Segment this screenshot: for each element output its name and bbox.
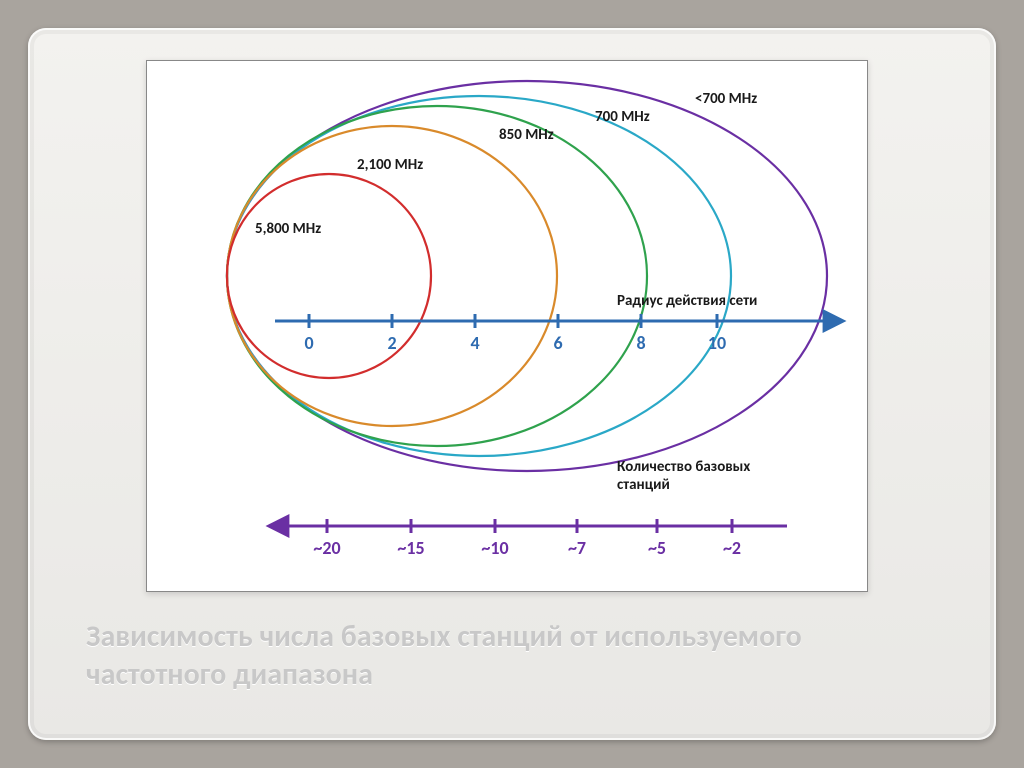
- radius-axis-label: Радиус действия сети: [617, 292, 757, 310]
- stations-axis-label: Количество базовыхстанций: [617, 458, 750, 494]
- diagram-frame: 0246810Радиус действия сети ~20~15~10~7~…: [146, 60, 868, 592]
- radius-tick-label-5: 10: [708, 332, 726, 354]
- slide-card: 0246810Радиус действия сети ~20~15~10~7~…: [28, 28, 996, 740]
- coverage-diagram: 0246810Радиус действия сети ~20~15~10~7~…: [147, 61, 867, 591]
- stations-tick-label-3: ~7: [568, 537, 586, 559]
- ellipse-label-2: 850 MHz: [499, 126, 554, 144]
- ellipse-label-4: 5,800 MHz: [255, 220, 321, 238]
- stations-tick-label-4: ~5: [648, 537, 666, 559]
- ellipse-labels: <700 MHz 700 MHz 850 MHz 2,100 MHz 5,800 MHz: [255, 90, 757, 238]
- ellipse-label-3: 2,100 MHz: [357, 156, 423, 174]
- radius-axis: 0 2 4 6 8 10 Радиус действия сети: [275, 292, 837, 354]
- stations-tick-label-1: ~15: [397, 537, 424, 559]
- ellipse-label-1: 700 MHz: [595, 108, 650, 126]
- stations-tick-label-5: ~2: [723, 537, 741, 559]
- radius-tick-label-2: 4: [470, 332, 479, 354]
- coverage-ellipse-4: [227, 174, 431, 378]
- radius-tick-label-1: 2: [387, 332, 396, 354]
- stations-tick-label-0: ~20: [313, 537, 340, 559]
- ellipse-label-0: <700 MHz: [695, 90, 757, 108]
- stations-axis: ~20 ~15 ~10 ~7 ~5 ~2 Количество базовыхстанций: [275, 458, 787, 559]
- radius-tick-label-3: 6: [553, 332, 562, 354]
- stations-tick-label-2: ~10: [481, 537, 508, 559]
- radius-tick-label-0: 0: [304, 332, 313, 354]
- radius-tick-label-4: 8: [636, 332, 645, 354]
- slide-caption: Зависимость числа базовых станций от исп…: [86, 618, 938, 693]
